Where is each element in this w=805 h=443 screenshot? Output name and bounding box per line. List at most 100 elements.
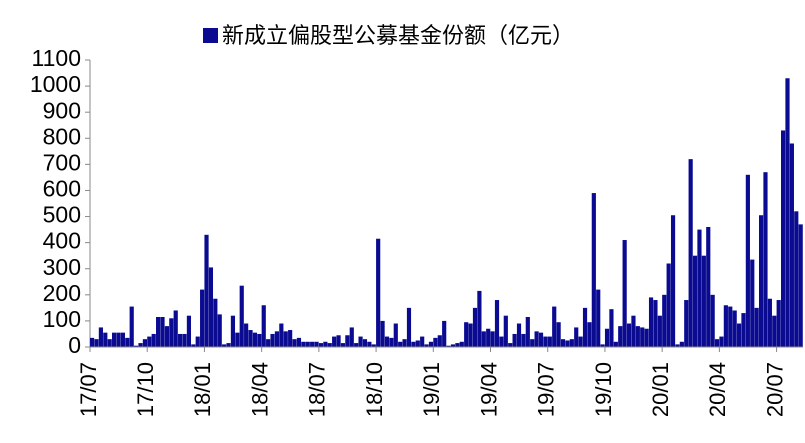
bar xyxy=(653,300,658,347)
bar xyxy=(574,327,579,347)
bar xyxy=(789,143,794,347)
bar xyxy=(116,332,121,347)
bar xyxy=(376,238,381,347)
bar xyxy=(596,289,601,347)
bar xyxy=(380,320,385,347)
bar xyxy=(785,78,790,347)
bar xyxy=(754,307,759,347)
bar xyxy=(301,341,306,347)
bar xyxy=(626,323,632,347)
bar xyxy=(670,215,676,347)
bar xyxy=(314,341,319,347)
bar xyxy=(112,332,117,347)
bar xyxy=(503,315,508,347)
bar xyxy=(310,341,315,347)
bar xyxy=(195,336,200,347)
y-tick-label: 400 xyxy=(43,228,81,254)
bar xyxy=(336,335,341,347)
bar xyxy=(459,341,464,347)
bar xyxy=(305,341,310,347)
bar xyxy=(794,211,799,347)
bar xyxy=(147,336,152,347)
bar xyxy=(230,315,236,347)
y-tick-label: 700 xyxy=(43,149,81,175)
bar xyxy=(186,315,192,347)
bar xyxy=(600,344,605,347)
bar xyxy=(164,326,170,347)
bar xyxy=(279,323,284,347)
bar xyxy=(648,297,654,347)
bar xyxy=(736,323,742,347)
x-tick-label: 18/04 xyxy=(247,362,272,417)
bar xyxy=(208,267,214,347)
bar xyxy=(477,290,482,347)
bar xyxy=(274,331,280,347)
bar xyxy=(402,339,407,347)
bar xyxy=(723,305,728,347)
bar xyxy=(534,331,539,347)
bar xyxy=(701,255,706,347)
bar xyxy=(362,339,368,347)
bar xyxy=(468,323,473,347)
bar xyxy=(151,333,156,347)
bar xyxy=(758,215,764,347)
bar xyxy=(486,328,491,347)
bar xyxy=(618,326,623,347)
bar xyxy=(662,294,667,347)
x-tick-label: 19/07 xyxy=(534,362,559,417)
y-tick-label: 900 xyxy=(43,97,81,123)
bar xyxy=(428,341,434,347)
bar xyxy=(697,229,702,347)
x-tick-label: 20/07 xyxy=(762,362,787,417)
bar xyxy=(508,343,513,347)
bar xyxy=(490,331,495,347)
bar xyxy=(450,344,456,347)
y-tick-label: 1100 xyxy=(32,45,81,71)
bar xyxy=(433,337,438,347)
bar xyxy=(780,130,786,347)
bar xyxy=(547,336,552,347)
bar xyxy=(675,344,680,347)
bar xyxy=(763,172,768,347)
y-tick-label: 500 xyxy=(43,202,81,228)
bar xyxy=(591,193,596,347)
bar xyxy=(393,323,398,347)
bar xyxy=(565,340,570,347)
bar xyxy=(684,300,689,347)
bar xyxy=(732,310,737,347)
y-tick-label: 600 xyxy=(43,176,81,202)
y-tick-label: 800 xyxy=(43,123,81,149)
bar xyxy=(415,340,420,347)
bar xyxy=(728,306,733,347)
bar xyxy=(560,339,566,347)
bar xyxy=(587,322,592,347)
bar xyxy=(706,226,711,347)
bar xyxy=(750,259,755,347)
bar xyxy=(481,331,486,347)
bar xyxy=(741,313,746,347)
bar xyxy=(635,326,640,347)
bar xyxy=(288,330,293,347)
bar xyxy=(420,336,425,347)
bar xyxy=(679,341,684,347)
x-tick-label: 19/10 xyxy=(591,362,616,417)
bar xyxy=(657,315,662,347)
bar xyxy=(543,336,548,347)
bar xyxy=(204,234,209,347)
bar xyxy=(252,332,258,347)
bar xyxy=(578,336,583,347)
bar xyxy=(798,224,803,347)
bar xyxy=(354,343,359,347)
y-tick-label: 0 xyxy=(68,332,81,358)
bar xyxy=(244,323,249,347)
bar xyxy=(257,333,262,347)
bar xyxy=(107,339,112,347)
bar xyxy=(437,335,442,347)
bar xyxy=(499,336,504,347)
y-tick-label: 100 xyxy=(43,306,81,332)
bar xyxy=(261,305,266,347)
bar xyxy=(125,337,130,347)
bar xyxy=(129,306,134,347)
x-tick-label: 20/01 xyxy=(648,362,673,417)
bar xyxy=(226,343,231,347)
